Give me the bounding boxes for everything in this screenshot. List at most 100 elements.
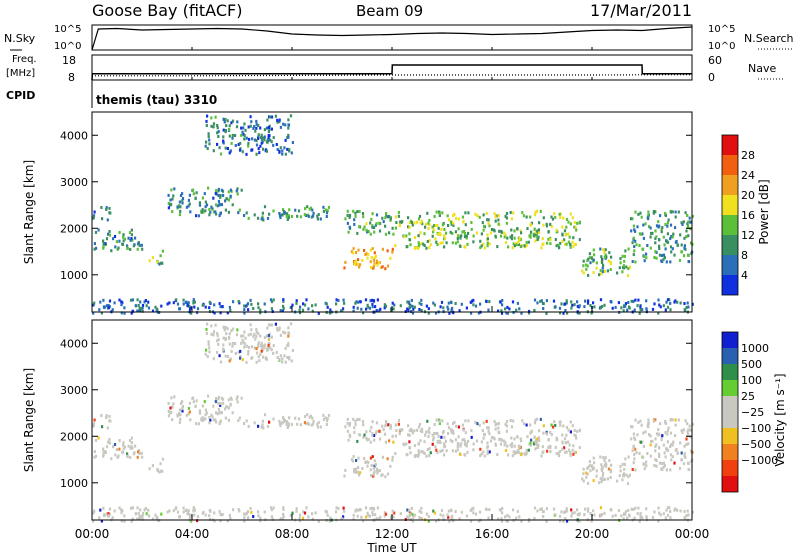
power-cell — [582, 259, 585, 263]
velocity-cell — [188, 513, 191, 517]
velocity-cell — [412, 515, 415, 519]
power-cell — [554, 305, 557, 309]
colorbar-tick-label: 12 — [741, 229, 755, 242]
velocity-cell — [420, 427, 424, 431]
power-cell — [306, 205, 309, 209]
power-cell — [105, 237, 109, 241]
velocity-cell — [664, 419, 667, 423]
velocity-cell — [303, 511, 307, 515]
power-cell — [182, 302, 185, 306]
velocity-cell — [356, 439, 359, 443]
power-cell — [687, 220, 690, 224]
velocity-cell — [438, 439, 441, 443]
power-cell — [663, 243, 666, 247]
power-cell — [559, 215, 562, 219]
velocity-cell — [452, 519, 455, 523]
power-cell — [545, 299, 548, 303]
velocity-cell — [638, 519, 641, 523]
velocity-cell — [207, 340, 210, 344]
velocity-cell — [272, 417, 275, 421]
velocity-cell — [181, 405, 185, 408]
velocity-cell — [384, 475, 387, 479]
velocity-cell — [509, 443, 512, 447]
power-cell — [527, 311, 531, 315]
power-cell — [93, 301, 96, 305]
velocity-cell — [636, 512, 639, 516]
power-cell — [536, 229, 539, 233]
velocity-cell — [450, 430, 453, 434]
velocity-cell — [384, 440, 388, 444]
velocity-cell — [516, 449, 520, 453]
power-cell — [228, 134, 231, 138]
power-cell — [474, 304, 478, 308]
power-cell — [346, 221, 349, 225]
power-cell — [122, 235, 125, 239]
velocity-cell — [228, 332, 231, 336]
power-cell — [616, 271, 619, 275]
velocity-cell — [444, 439, 448, 443]
velocity-cell — [372, 473, 375, 477]
power-cell — [638, 311, 641, 315]
velocity-cell — [263, 336, 266, 340]
velocity-cell — [534, 438, 538, 442]
power-cell — [140, 243, 143, 247]
power-cell — [664, 223, 667, 226]
velocity-cell — [529, 423, 532, 427]
power-cell — [587, 299, 590, 303]
velocity-cell — [669, 453, 673, 457]
power-cell — [236, 192, 239, 196]
velocity-cell — [567, 448, 570, 452]
freq-right-tick-top: 60 — [708, 54, 722, 67]
power-cell — [245, 303, 249, 307]
velocity-cell — [391, 434, 394, 438]
colorbar-tick-label: −1000 — [741, 454, 778, 467]
power-cell — [645, 256, 648, 260]
freq-right-tick-bottom: 0 — [708, 71, 715, 84]
power-cell — [686, 222, 689, 226]
velocity-cell — [123, 519, 126, 523]
velocity-cell — [654, 458, 657, 462]
power-cell — [353, 260, 356, 264]
velocity-cell — [563, 437, 567, 441]
velocity-cell — [448, 519, 451, 523]
power-cell — [538, 231, 541, 234]
power-cell — [255, 143, 259, 147]
velocity-cell — [97, 436, 100, 440]
velocity-cell — [658, 461, 661, 465]
velocity-cell — [634, 437, 637, 441]
velocity-cell — [234, 342, 237, 345]
power-cell — [662, 304, 665, 308]
velocity-cell — [536, 437, 539, 441]
power-cell — [215, 189, 218, 193]
velocity-cell — [214, 399, 217, 403]
velocity-cell — [447, 509, 450, 513]
power-cell — [464, 211, 467, 215]
velocity-cell — [209, 418, 212, 422]
power-cell — [399, 220, 402, 224]
velocity-cell — [617, 509, 620, 513]
velocity-cell — [378, 429, 381, 433]
power-cell — [564, 302, 567, 306]
velocity-cell — [559, 519, 562, 523]
power-cell — [676, 244, 679, 247]
power-cell — [172, 301, 175, 305]
velocity-cell — [429, 451, 432, 455]
velocity-cell — [367, 460, 370, 464]
power-cell — [369, 221, 372, 225]
power-cell — [287, 118, 290, 122]
velocity-cell — [257, 355, 260, 359]
velocity-cell — [105, 512, 109, 516]
colorbar-segment — [722, 332, 738, 348]
power-cell — [342, 298, 345, 302]
velocity-cell — [190, 519, 193, 523]
velocity-cell — [506, 444, 509, 448]
velocity-cell — [685, 443, 688, 447]
power-cell — [228, 305, 231, 309]
power-cell — [599, 306, 602, 309]
velocity-cell — [435, 448, 438, 452]
velocity-cell — [454, 510, 457, 513]
power-cell — [574, 226, 577, 229]
power-cell — [386, 215, 390, 219]
power-cell — [555, 228, 558, 232]
